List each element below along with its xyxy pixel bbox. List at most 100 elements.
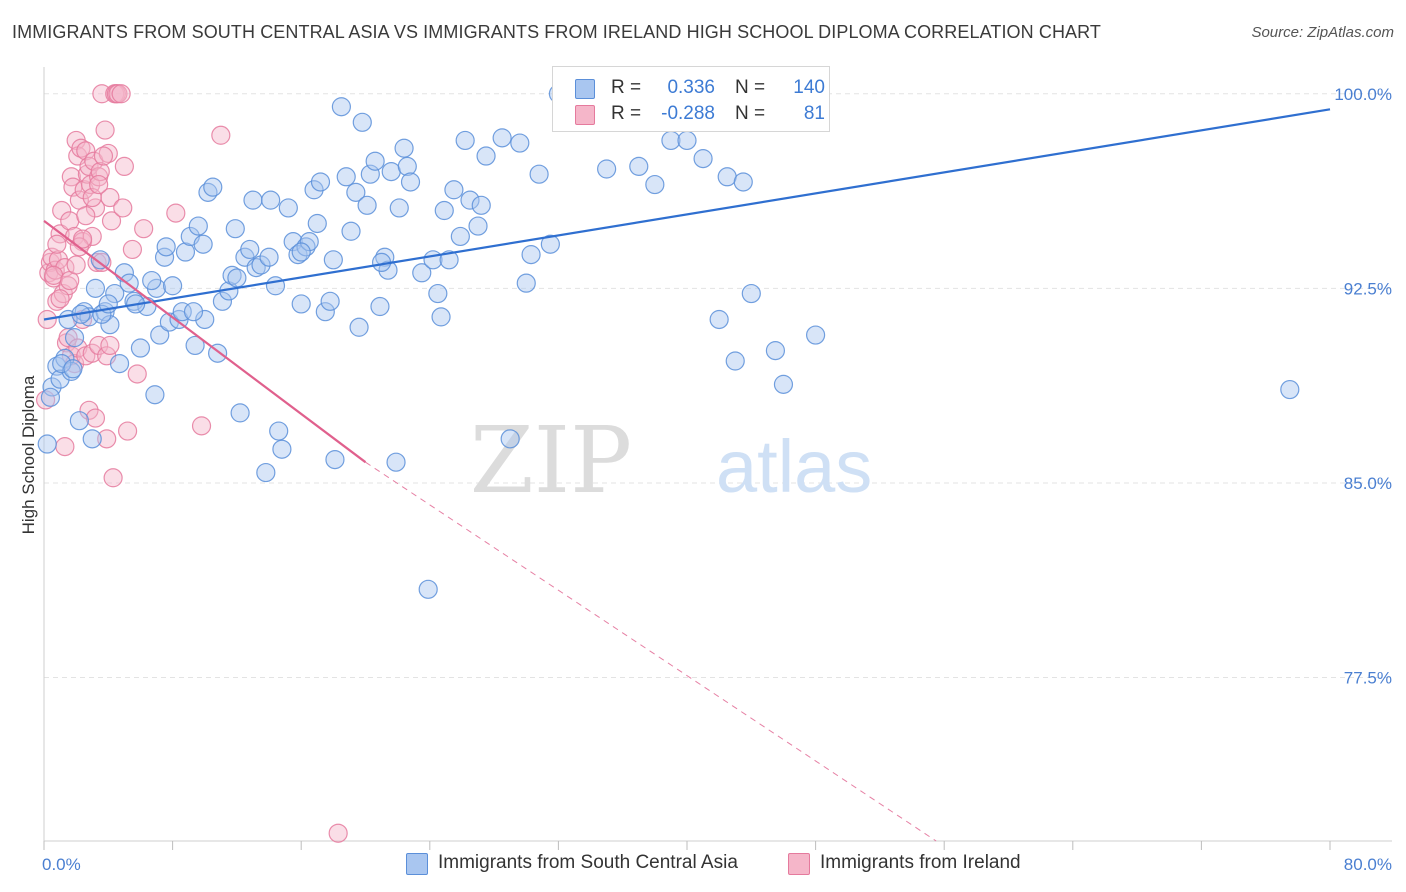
series-ireland — [36, 84, 348, 843]
watermark: ZIP atlas — [470, 407, 872, 514]
y-tick-label: 85.0% — [1344, 474, 1392, 493]
data-point-south-central-asia — [336, 167, 356, 187]
data-point-south-central-asia — [272, 439, 292, 459]
data-point-south-central-asia — [352, 112, 372, 132]
data-point-south-central-asia — [156, 237, 176, 257]
data-point-south-central-asia — [370, 296, 390, 317]
data-point-south-central-asia — [37, 434, 57, 454]
data-point-south-central-asia — [400, 172, 421, 192]
data-point-south-central-asia — [310, 172, 331, 192]
data-point-south-central-asia — [212, 291, 233, 311]
data-point-south-central-asia — [394, 138, 414, 158]
data-point-south-central-asia — [142, 270, 162, 291]
data-point-south-central-asia — [225, 219, 245, 239]
data-point-south-central-asia — [195, 309, 215, 330]
y-tick-label: 92.5% — [1344, 279, 1392, 298]
data-point-south-central-asia — [304, 180, 324, 200]
data-point-south-central-asia — [243, 190, 263, 210]
data-point-south-central-asia — [805, 325, 826, 345]
data-point-ireland — [97, 429, 117, 449]
data-point-south-central-asia — [677, 130, 697, 151]
data-point-ireland — [52, 200, 72, 221]
legend-r-value: -0.288 — [661, 103, 715, 124]
bottom-legend-swatch-blue — [406, 853, 428, 875]
data-point-ireland — [55, 437, 75, 457]
data-point-south-central-asia — [163, 276, 183, 296]
data-point-south-central-asia — [63, 359, 83, 379]
data-point-ireland — [44, 265, 64, 285]
y-tick-label: 77.5% — [1344, 669, 1392, 688]
data-point-south-central-asia — [709, 309, 729, 330]
bottom-legend-label: Immigrants from Ireland — [820, 852, 1021, 873]
data-point-ireland — [134, 219, 154, 239]
data-point-south-central-asia — [269, 421, 289, 441]
data-point-ireland — [50, 289, 70, 309]
data-point-south-central-asia — [423, 250, 443, 270]
data-point-south-central-asia — [765, 341, 786, 361]
data-point-ireland — [93, 146, 114, 166]
data-point-ireland — [85, 198, 106, 218]
data-point-ireland — [114, 156, 134, 177]
data-point-south-central-asia — [130, 338, 151, 358]
data-point-south-central-asia — [468, 216, 488, 236]
chart-title: IMMIGRANTS FROM SOUTH CENTRAL ASIA VS IM… — [12, 22, 1102, 42]
data-point-south-central-asia — [230, 403, 250, 423]
data-point-south-central-asia — [629, 156, 649, 177]
data-point-ireland — [101, 211, 122, 231]
data-point-ireland — [122, 239, 143, 260]
x-tick-labels: 0.0% 80.0% — [42, 855, 1392, 874]
data-point-south-central-asia — [150, 325, 170, 345]
data-point-ireland — [82, 343, 102, 363]
data-point-ireland — [127, 364, 147, 384]
data-point-ireland — [74, 180, 94, 200]
data-point-ireland — [191, 416, 212, 436]
legend-r-label: R = — [611, 77, 642, 98]
data-point-south-central-asia — [412, 263, 432, 283]
x-tick-label: 80.0% — [1344, 855, 1392, 874]
data-point-south-central-asia — [717, 167, 737, 187]
data-point-south-central-asia — [105, 283, 125, 304]
legend-n-label: N = — [735, 77, 766, 98]
legend-r-value: 0.336 — [667, 77, 715, 98]
data-point-south-central-asia — [428, 283, 448, 304]
data-point-south-central-asia — [256, 462, 276, 483]
data-point-south-central-asia — [188, 216, 208, 236]
data-point-south-central-asia — [378, 260, 398, 280]
data-point-ireland — [68, 338, 88, 358]
data-point-south-central-asia — [299, 232, 319, 252]
data-point-south-central-asia — [109, 353, 130, 374]
data-point-south-central-asia — [203, 177, 223, 197]
data-point-south-central-asia — [434, 200, 454, 221]
data-point-south-central-asia — [450, 226, 470, 247]
data-point-south-central-asia — [455, 130, 475, 151]
data-point-ireland — [48, 250, 69, 270]
data-point-ireland — [328, 823, 348, 843]
data-point-south-central-asia — [500, 429, 520, 449]
data-point-south-central-asia — [389, 198, 409, 218]
legend-n-label: N = — [735, 103, 766, 124]
data-point-south-central-asia — [265, 276, 286, 296]
data-point-south-central-asia — [323, 250, 343, 270]
data-point-south-central-asia — [278, 198, 298, 218]
data-point-south-central-asia — [492, 128, 512, 148]
data-point-south-central-asia — [521, 245, 541, 265]
data-point-south-central-asia — [349, 317, 369, 337]
data-point-south-central-asia — [325, 449, 345, 470]
data-point-south-central-asia — [381, 161, 401, 182]
data-point-south-central-asia — [52, 353, 72, 374]
data-point-south-central-asia — [444, 180, 464, 200]
data-point-south-central-asia — [227, 268, 247, 288]
legend-r-label: R = — [611, 103, 642, 124]
data-point-south-central-asia — [85, 278, 106, 298]
bottom-legend-label: Immigrants from South Central Asia — [438, 852, 738, 873]
data-point-south-central-asia — [172, 302, 192, 322]
data-point-south-central-asia — [82, 429, 102, 449]
data-point-south-central-asia — [341, 221, 361, 241]
data-point-ireland — [117, 421, 138, 441]
data-point-south-central-asia — [1280, 379, 1300, 400]
data-point-south-central-asia — [315, 302, 335, 322]
data-point-south-central-asia — [331, 97, 351, 117]
data-point-south-central-asia — [251, 255, 271, 275]
data-point-ireland — [166, 203, 186, 223]
legend-swatch-blue — [575, 79, 595, 99]
